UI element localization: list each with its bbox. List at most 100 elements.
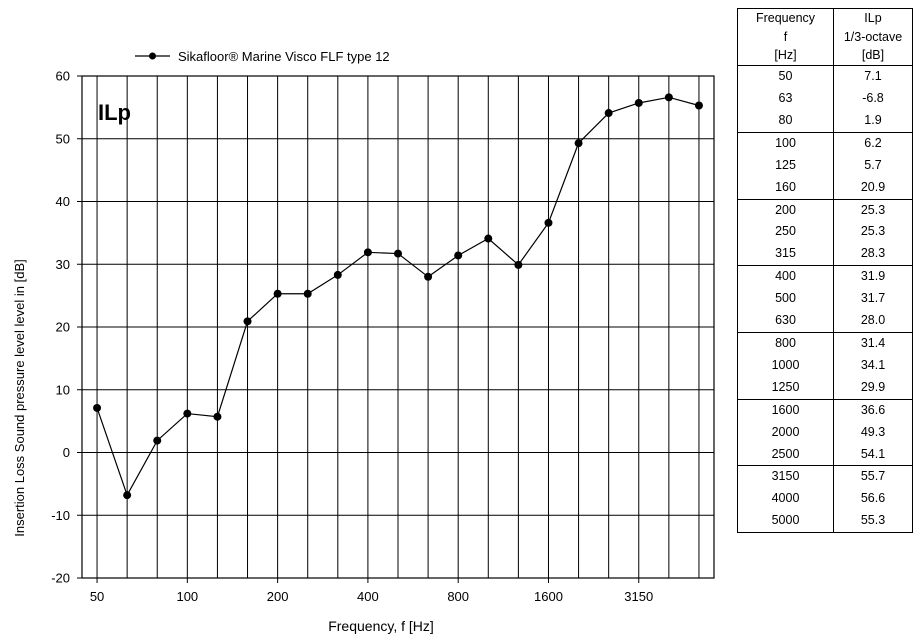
data-point [604,109,613,118]
table-group: 400 31.9 500 31.7 630 28.0 [737,265,913,333]
table-header-row: f 1/3-octave [737,27,913,47]
table-row: 100 6.2 [737,132,913,155]
horizontal-gridlines [82,138,714,516]
table-group: 200 25.3 250 25.3 315 28.3 [737,199,913,266]
chart-title: ILp [98,100,131,125]
table-row: 315 28.3 [737,243,913,266]
data-point [454,251,463,260]
table-group: 100 6.2 125 5.7 160 20.9 [737,132,913,200]
table-row: 5000 55.3 [737,510,913,533]
table-row: 2000 49.3 [737,421,913,444]
data-point [514,260,523,269]
header-cell-ilp: 1/3-octave [843,29,903,44]
table-row: 1000 34.1 [737,354,913,377]
x-tick-label: 800 [447,589,469,604]
data-point [333,270,342,279]
header-cell-frequency: f [737,27,834,47]
table-row: 4000 56.6 [737,488,913,511]
cell-ilp-value: 28.3 [860,246,886,261]
cell-frequency: 500 [737,288,834,311]
cell-ilp-value: 28.0 [860,313,886,328]
data-point [574,139,583,148]
y-axis-label: Insertion Loss Sound pressure level leve… [12,259,27,537]
ilp-data-table: Frequency ILp f 1/3-octave [Hz] [dB] 50 7.1 63-… [737,8,913,533]
cell-ilp-value: 7.1 [864,69,882,84]
table-group: 3150 55.7 4000 56.6 5000 55.3 [737,465,913,533]
data-point [273,289,282,298]
cell-frequency: 1250 [737,376,834,400]
cell-ilp-value: 25.3 [860,224,886,239]
cell-frequency: 80 [737,109,834,133]
cell-frequency: 800 [737,332,834,355]
data-point [424,272,433,281]
data-point [153,436,162,445]
table-row: 800 31.4 [737,332,913,355]
cell-ilp-value: 34.1 [860,357,886,372]
data-point [544,218,553,227]
cell-ilp-value: 5.7 [864,157,882,172]
cell-frequency: 200 [737,199,834,222]
y-tick-label: 40 [56,194,70,209]
data-point [303,289,312,298]
y-tick-label: 30 [56,257,70,272]
data-point [183,409,192,418]
header-cell-ilp: [dB] [861,48,885,63]
x-axis-label: Frequency, f [Hz] [328,618,434,634]
cell-ilp-value: 49.3 [860,424,886,439]
x-tick-label: 100 [176,589,198,604]
cell-frequency: 5000 [737,510,834,533]
cell-ilp-value: 25.3 [860,202,886,217]
cell-frequency: 315 [737,243,834,266]
cell-frequency: 4000 [737,488,834,511]
table-row: 63 -6.8 [737,88,913,110]
cell-frequency: 400 [737,265,834,289]
table-group: 1600 36.6 2000 49.3 2500 54.1 [737,399,913,466]
table-row: 50 7.1 [737,65,913,89]
data-point [694,101,703,110]
table-row: 1600 36.6 [737,399,913,422]
table-header-row: Frequency ILp [737,8,913,28]
cell-frequency: 63 [737,88,834,110]
cell-ilp-value: 36.6 [860,402,886,417]
x-tick-label: 200 [267,589,289,604]
data-point [123,491,132,500]
table-header: Frequency ILp f 1/3-octave [Hz] [dB] [737,8,913,66]
header-cell-ilp: ILp [864,11,882,25]
cell-frequency: 3150 [737,465,834,489]
cell-frequency: 1600 [737,399,834,422]
cell-ilp-value: 29.9 [860,379,886,394]
cell-ilp-value: 54.1 [860,446,886,461]
data-point [213,412,222,421]
cell-frequency: 2000 [737,421,834,444]
legend: Sikafloor® Marine Visco FLF type 12 [135,49,390,64]
y-tick-label: 10 [56,382,70,397]
x-axis-ticks: 50 100 200 400 800 1600 3150 [90,578,653,604]
table-row: 250 25.3 [737,221,913,244]
y-tick-label: 60 [56,69,70,84]
y-tick-label: 50 [56,131,70,146]
legend-label: Sikafloor® Marine Visco FLF type 12 [178,49,390,64]
cell-frequency: 2500 [737,443,834,466]
cell-ilp-value: 56.6 [860,491,886,506]
series-points [93,93,703,500]
header-cell-frequency: Frequency [737,8,834,28]
table-row: 200 25.3 [737,199,913,222]
table-row: 3150 55.7 [737,465,913,489]
data-point [363,248,372,257]
cell-ilp-value: 6.2 [864,135,882,150]
cell-frequency: 1000 [737,354,834,377]
y-tick-label: -20 [51,571,70,586]
x-tick-label: 50 [90,589,104,604]
cell-frequency: 100 [737,132,834,155]
cell-ilp-value: 55.3 [860,513,886,528]
table-header-row: [Hz] [dB] [737,46,913,66]
x-tick-label: 1600 [534,589,563,604]
table-row: 1250 29.9 [737,376,913,400]
data-point [394,249,402,258]
cell-ilp-value: 55.7 [860,469,886,484]
table-row: 2500 54.1 [737,443,913,466]
table-row: 125 5.7 [737,154,913,177]
y-tick-label: 20 [56,320,70,335]
data-point [634,98,643,107]
